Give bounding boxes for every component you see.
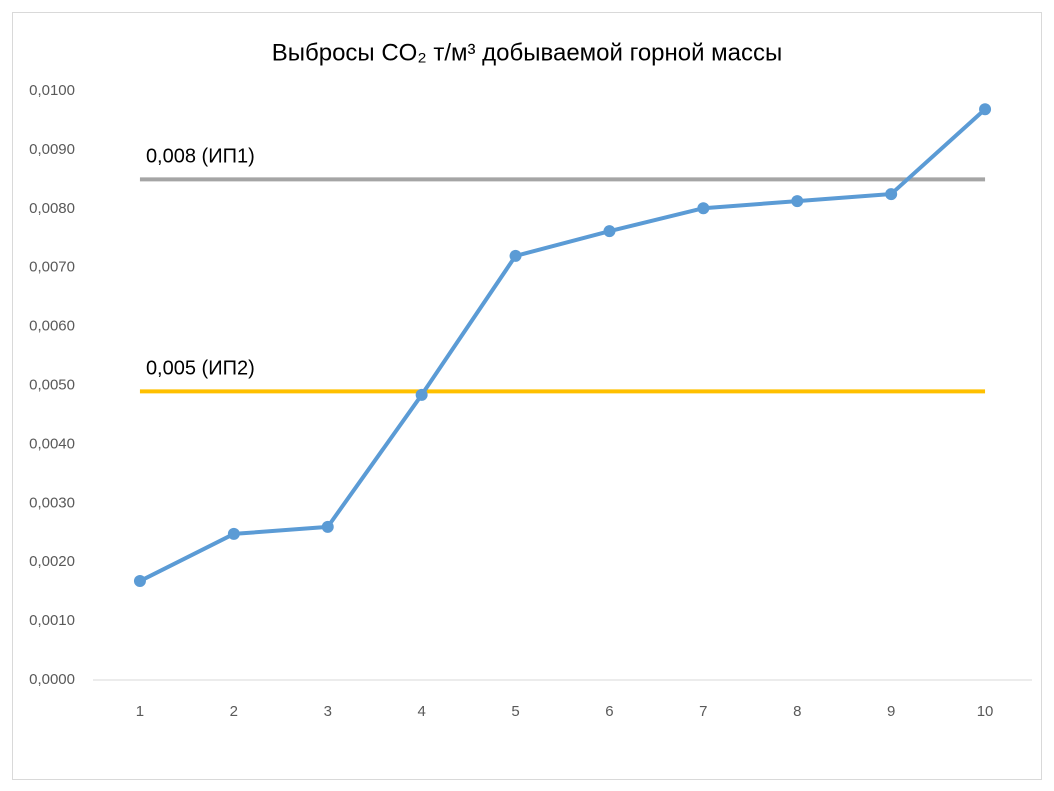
series-line [139, 107, 987, 583]
marker [791, 195, 804, 208]
series-label: 0,008 (ИП1) [146, 146, 255, 168]
chart-border [12, 12, 1042, 780]
marker [415, 388, 428, 401]
x-tick-label: 4 [417, 703, 425, 720]
x-tick-label: 7 [699, 703, 707, 720]
y-tick-label: 0,0030 [29, 494, 75, 511]
x-tick-label: 8 [793, 703, 801, 720]
marker [227, 527, 240, 540]
marker [321, 520, 334, 533]
y-tick-label: 0,0100 [29, 82, 75, 99]
marker [697, 202, 710, 215]
x-tick-label: 6 [605, 703, 613, 720]
y-tick-label: 0,0050 [29, 376, 75, 393]
x-tick-label: 10 [977, 703, 994, 720]
marker [509, 249, 522, 262]
y-tick-label: 0,0090 [29, 141, 75, 158]
y-tick-label: 0,0070 [29, 259, 75, 276]
x-tick-label: 2 [230, 703, 238, 720]
marker [133, 575, 146, 588]
y-tick-label: 0,0000 [29, 671, 75, 688]
y-tick-label: 0,0080 [29, 200, 75, 217]
x-tick-label: 1 [136, 703, 144, 720]
marker [603, 225, 616, 238]
marker [979, 103, 992, 116]
series-label: 0,005 (ИП2) [146, 358, 255, 380]
y-tick-label: 0,0010 [29, 612, 75, 629]
y-tick-label: 0,0040 [29, 435, 75, 452]
y-tick-label: 0,0020 [29, 553, 75, 570]
x-tick-label: 5 [511, 703, 519, 720]
x-tick-label: 9 [887, 703, 895, 720]
chart-title: Выбросы CO₂ т/м³ добываемой горной массы [272, 39, 783, 66]
y-tick-label: 0,0060 [29, 318, 75, 335]
marker [885, 188, 898, 201]
x-tick-label: 3 [324, 703, 332, 720]
